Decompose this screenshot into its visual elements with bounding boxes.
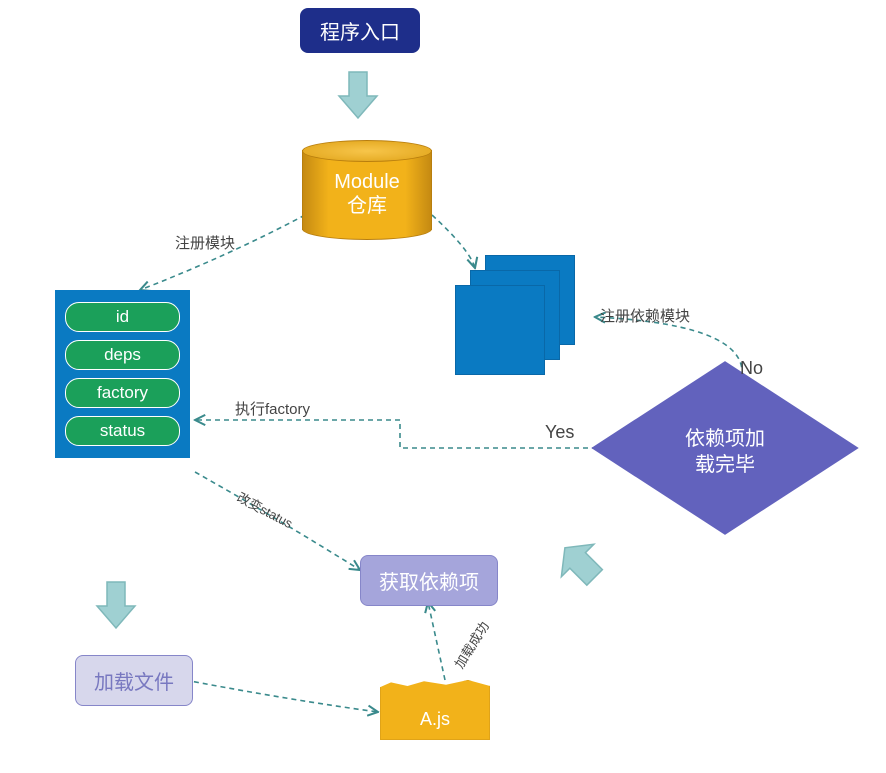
get-deps-node: 获取依赖项 xyxy=(360,555,498,606)
decision-label-1: 依赖项加 xyxy=(685,428,765,450)
module-box-node: id deps factory status xyxy=(55,290,190,458)
big-arrow-down-2 xyxy=(95,580,137,630)
get-deps-label: 获取依赖项 xyxy=(379,572,479,594)
pill-factory: factory xyxy=(65,378,180,408)
big-arrow-down-1 xyxy=(337,70,379,120)
stack-node xyxy=(455,255,585,385)
decision-label-2: 载完毕 xyxy=(695,454,755,476)
edge-label-register-dep: 注册依赖模块 xyxy=(600,305,690,326)
load-file-node: 加载文件 xyxy=(75,655,193,706)
ajs-label: A.js xyxy=(420,709,450,729)
entry-node: 程序入口 xyxy=(300,8,420,53)
module-repo-label-1: Module xyxy=(334,171,400,193)
ajs-node: A.js xyxy=(380,680,490,740)
pill-deps: deps xyxy=(65,340,180,370)
edge-label-load-success: 加载成功 xyxy=(449,617,493,671)
edge-label-no: No xyxy=(740,358,763,379)
pill-status: status xyxy=(65,416,180,446)
big-arrow-upright xyxy=(555,535,613,593)
edge-label-yes: Yes xyxy=(545,422,574,443)
edge-label-exec-factory: 执行factory xyxy=(235,398,310,419)
edge-label-change-status: 改变status xyxy=(234,487,297,532)
decision-node: 依赖项加 载完毕 xyxy=(615,378,835,518)
edge-label-register-module: 注册模块 xyxy=(175,232,235,253)
load-file-label: 加载文件 xyxy=(94,672,174,694)
module-repo-label-2: 仓库 xyxy=(347,195,387,217)
pill-id: id xyxy=(65,302,180,332)
module-repo-node: Module 仓库 xyxy=(302,140,432,240)
entry-label: 程序入口 xyxy=(320,22,400,44)
